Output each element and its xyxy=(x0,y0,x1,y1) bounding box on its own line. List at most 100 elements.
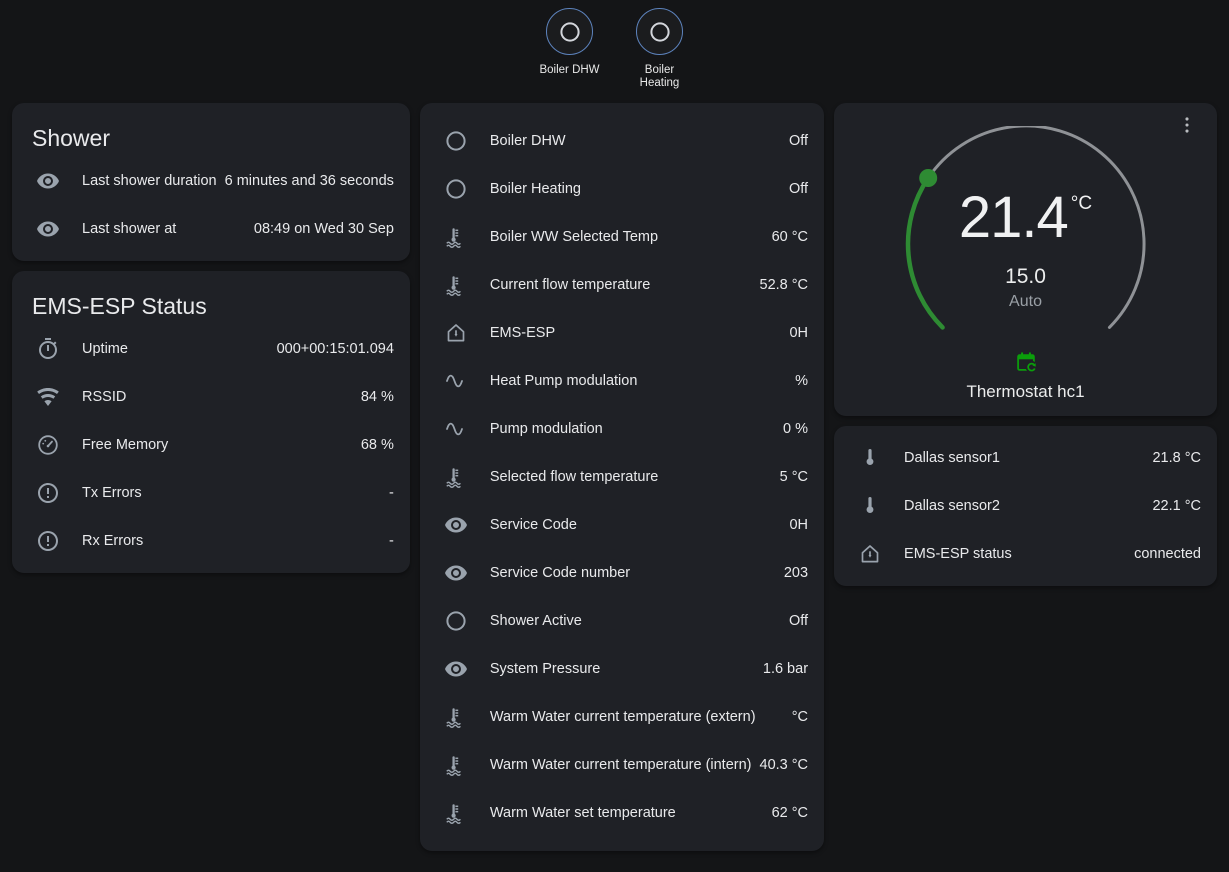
entity-label: Dallas sensor2 xyxy=(904,498,1000,514)
entity-label: Current flow temperature xyxy=(489,277,651,293)
thermostat-card: 21.4 °C 15.0 Auto Thermostat hc1 xyxy=(834,103,1217,416)
row-last-shower-duration[interactable]: Last shower duration 6 minutes and 36 se… xyxy=(28,157,394,205)
entity-label: Tx Errors xyxy=(82,485,142,501)
row-dallas-sensor1[interactable]: Dallas sensor1 21.8 °C xyxy=(850,434,1201,482)
entity-label: Shower Active xyxy=(489,613,582,629)
coolant-thermometer-icon xyxy=(444,753,468,777)
circle-outline-icon xyxy=(558,20,582,44)
entity-label: EMS-ESP xyxy=(489,325,556,341)
entity-value: % xyxy=(795,373,809,389)
entity-value: 08:49 on Wed 30 Sep xyxy=(253,221,394,237)
home-thermometer-icon xyxy=(858,542,882,566)
row-rx-errors[interactable]: Rx Errors - xyxy=(28,517,394,565)
entity-value: 6 minutes and 36 seconds xyxy=(224,173,394,189)
entity-label: Last shower at xyxy=(82,221,177,237)
entity-label: Pump modulation xyxy=(489,421,603,437)
entity-value: 0 % xyxy=(783,421,809,437)
row-rssid[interactable]: RSSID 84 % xyxy=(28,373,394,421)
alert-circle-icon xyxy=(36,529,60,553)
coolant-thermometer-icon xyxy=(444,273,468,297)
current-temperature: 21.4 °C xyxy=(848,187,1203,263)
entity-value: 0H xyxy=(789,325,809,341)
gauge-icon xyxy=(36,433,60,457)
coolant-thermometer-icon xyxy=(444,705,468,729)
eye-icon xyxy=(444,513,468,537)
entity-value: 000+00:15:01.094 xyxy=(276,341,394,357)
quick-button-circle[interactable] xyxy=(636,8,683,55)
entity-value: 0H xyxy=(789,517,809,533)
row-last-shower-at[interactable]: Last shower at 08:49 on Wed 30 Sep xyxy=(28,205,394,253)
entity-value: °C xyxy=(791,709,809,725)
row-system-pressure[interactable]: System Pressure 1.6 bar xyxy=(436,645,808,693)
row-selected-flow-temperature[interactable]: Selected flow temperature 5 °C xyxy=(436,453,808,501)
row-tx-errors[interactable]: Tx Errors - xyxy=(28,469,394,517)
calendar-sync-icon xyxy=(1013,349,1039,375)
quick-button-label: Boiler DHW xyxy=(539,64,600,76)
circle-outline-icon xyxy=(444,177,468,201)
row-ems-esp-status[interactable]: EMS-ESP status connected xyxy=(850,530,1201,578)
row-pump-modulation[interactable]: Pump modulation 0 % xyxy=(436,405,808,453)
eye-icon xyxy=(444,657,468,681)
entity-label: EMS-ESP status xyxy=(904,546,1012,562)
thermometer-icon xyxy=(858,446,882,470)
entity-value: 5 °C xyxy=(779,469,809,485)
kebab-menu-button[interactable] xyxy=(1173,111,1201,139)
dashboard-grid: Shower Last shower duration 6 minutes an… xyxy=(0,103,1229,851)
entity-label: Boiler Heating xyxy=(489,181,581,197)
quick-buttons-bar: Boiler DHW Boiler Heating xyxy=(0,0,1229,103)
entity-label: Warm Water set temperature xyxy=(489,805,676,821)
row-uptime[interactable]: Uptime 000+00:15:01.094 xyxy=(28,325,394,373)
entity-label: Warm Water current temperature (intern) xyxy=(489,757,752,773)
entity-value: - xyxy=(389,533,394,549)
entity-value: 21.8 °C xyxy=(1152,450,1201,466)
row-heat-pump-modulation[interactable]: Heat Pump modulation % xyxy=(436,357,808,405)
row-boiler-heating[interactable]: Boiler Heating Off xyxy=(436,165,808,213)
row-service-code[interactable]: Service Code 0H xyxy=(436,501,808,549)
current-temperature-value: 21.4 xyxy=(958,185,1069,250)
row-boiler-dhw[interactable]: Boiler DHW Off xyxy=(436,117,808,165)
entity-value: connected xyxy=(1134,546,1201,562)
row-ww-current-temp-extern[interactable]: Warm Water current temperature (extern) … xyxy=(436,693,808,741)
entity-label: Boiler DHW xyxy=(489,133,566,149)
thermostat-dial[interactable] xyxy=(896,126,1156,362)
row-shower-active[interactable]: Shower Active Off xyxy=(436,597,808,645)
row-service-code-number[interactable]: Service Code number 203 xyxy=(436,549,808,597)
quick-button-boiler-heating[interactable]: Boiler Heating xyxy=(620,8,700,103)
entity-label: Free Memory xyxy=(82,437,169,453)
ems-esp-status-card: EMS-ESP Status Uptime 000+00:15:01.094 R… xyxy=(12,271,410,573)
entity-label: Warm Water current temperature (extern) xyxy=(489,709,756,725)
eye-icon xyxy=(36,169,60,193)
row-ems-esp[interactable]: EMS-ESP 0H xyxy=(436,309,808,357)
shower-card: Shower Last shower duration 6 minutes an… xyxy=(12,103,410,261)
dial-handle[interactable] xyxy=(918,169,937,187)
row-ww-set-temperature[interactable]: Warm Water set temperature 62 °C xyxy=(436,789,808,837)
entity-label: Uptime xyxy=(82,341,128,357)
entity-value: 203 xyxy=(783,565,809,581)
sensors-card: Dallas sensor1 21.8 °C Dallas sensor2 22… xyxy=(834,426,1217,586)
entity-value: 40.3 °C xyxy=(759,757,809,773)
row-ww-current-temp-intern[interactable]: Warm Water current temperature (intern) … xyxy=(436,741,808,789)
entity-label: Selected flow temperature xyxy=(489,469,659,485)
entity-label: Boiler WW Selected Temp xyxy=(489,229,659,245)
row-free-memory[interactable]: Free Memory 68 % xyxy=(28,421,394,469)
entity-value: 62 °C xyxy=(771,805,809,821)
entity-value: 1.6 bar xyxy=(762,661,809,677)
row-current-flow-temperature[interactable]: Current flow temperature 52.8 °C xyxy=(436,261,808,309)
column-right: 21.4 °C 15.0 Auto Thermostat hc1 Dallas s… xyxy=(834,103,1217,586)
target-temperature: 15.0 xyxy=(1005,265,1046,288)
dial-target-arc xyxy=(905,175,945,330)
entity-value: 22.1 °C xyxy=(1152,498,1201,514)
eye-icon xyxy=(36,217,60,241)
home-thermometer-icon xyxy=(444,321,468,345)
card-title: Shower xyxy=(32,125,110,151)
row-dallas-sensor2[interactable]: Dallas sensor2 22.1 °C xyxy=(850,482,1201,530)
row-boiler-ww-selected-temp[interactable]: Boiler WW Selected Temp 60 °C xyxy=(436,213,808,261)
coolant-thermometer-icon xyxy=(444,465,468,489)
quick-button-circle[interactable] xyxy=(546,8,593,55)
circle-outline-icon xyxy=(444,129,468,153)
entity-value: Off xyxy=(788,133,809,149)
quick-button-boiler-dhw[interactable]: Boiler DHW xyxy=(530,8,610,103)
entity-label: RSSID xyxy=(82,389,127,405)
hvac-mode-label: Auto xyxy=(1009,293,1042,310)
mode-auto-button[interactable] xyxy=(848,349,1203,375)
